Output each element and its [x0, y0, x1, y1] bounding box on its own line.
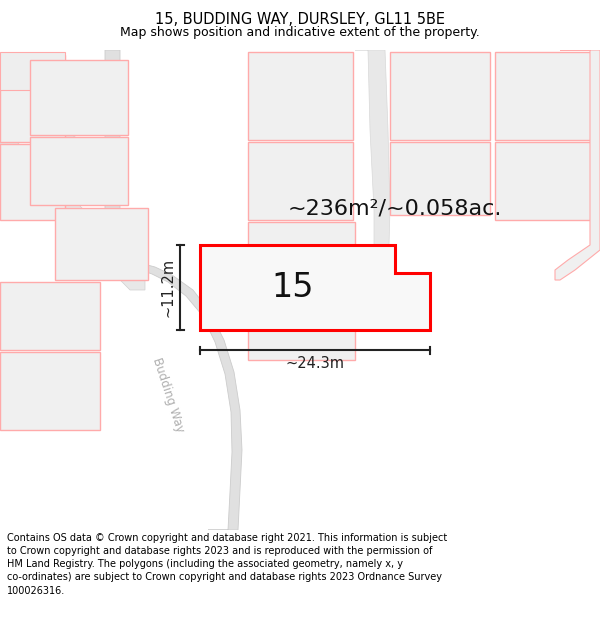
Polygon shape: [55, 208, 148, 280]
Polygon shape: [555, 50, 600, 280]
Text: ~24.3m: ~24.3m: [286, 356, 344, 371]
Polygon shape: [0, 144, 65, 220]
Text: Budding Way: Budding Way: [150, 356, 186, 434]
Polygon shape: [0, 52, 65, 90]
Polygon shape: [495, 52, 595, 140]
Text: Map shows position and indicative extent of the property.: Map shows position and indicative extent…: [120, 26, 480, 39]
Polygon shape: [0, 55, 65, 142]
Polygon shape: [105, 50, 242, 530]
Polygon shape: [248, 142, 353, 220]
Polygon shape: [0, 282, 100, 350]
Polygon shape: [0, 100, 80, 145]
Text: ~236m²/~0.058ac.: ~236m²/~0.058ac.: [288, 198, 502, 218]
Polygon shape: [248, 292, 355, 360]
Polygon shape: [0, 140, 145, 290]
Text: 15, BUDDING WAY, DURSLEY, GL11 5BE: 15, BUDDING WAY, DURSLEY, GL11 5BE: [155, 12, 445, 28]
Polygon shape: [390, 52, 490, 140]
Polygon shape: [355, 50, 390, 330]
Polygon shape: [0, 352, 100, 430]
Polygon shape: [495, 142, 595, 220]
Polygon shape: [30, 137, 128, 205]
Polygon shape: [248, 52, 353, 140]
Text: Contains OS data © Crown copyright and database right 2021. This information is : Contains OS data © Crown copyright and d…: [7, 533, 448, 596]
Polygon shape: [390, 142, 490, 215]
Text: 15: 15: [271, 271, 314, 304]
Polygon shape: [30, 60, 128, 135]
Polygon shape: [248, 222, 355, 290]
Text: ~11.2m: ~11.2m: [160, 258, 175, 317]
Polygon shape: [200, 245, 430, 330]
